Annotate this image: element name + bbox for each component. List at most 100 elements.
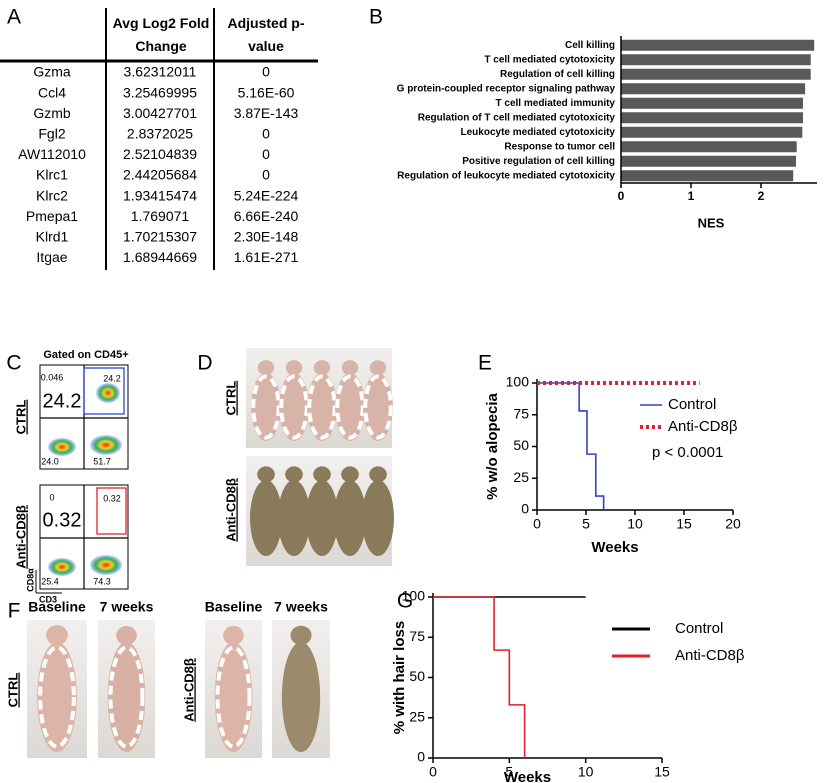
table-cell: 2.52104839: [123, 146, 197, 162]
group-label: CTRL: [5, 673, 20, 708]
category-label: Regulation of cell killing: [500, 69, 615, 80]
gate: [96, 487, 127, 535]
panel-label: C: [6, 352, 21, 375]
quadrant-value: 51.7: [93, 456, 111, 466]
x-tick-label: 0: [618, 189, 625, 203]
table-cell: Ccl4: [38, 84, 66, 100]
table-cell: Gzmb: [33, 105, 71, 121]
quadrant-value: 74.3: [93, 576, 111, 586]
table-cell: 3.25469995: [123, 84, 197, 100]
mouse-head: [285, 360, 303, 376]
bar: [621, 141, 797, 153]
alopecia-outline: [363, 374, 393, 440]
panel-label: F: [8, 600, 21, 623]
mouse-head: [223, 626, 244, 645]
mouse-body: [334, 480, 366, 556]
table-cell: 5.16E-60: [238, 84, 295, 100]
density: [90, 555, 122, 575]
mouse-body: [307, 373, 337, 441]
alopecia-outline: [307, 374, 337, 440]
x-tick-label: 15: [654, 764, 670, 780]
quadrant-value: 25.4: [41, 576, 59, 586]
category-label: Regulation of T cell mediated cytotoxici…: [418, 112, 616, 123]
mouse-body: [37, 642, 77, 752]
panel-label: E: [478, 352, 492, 375]
legend-label: Anti-CD8β: [675, 647, 745, 664]
y-tick-label: 25: [409, 708, 425, 724]
legend-label: Control: [675, 620, 723, 637]
table-cell: Fgl2: [38, 126, 65, 142]
y-tick-label: 100: [506, 374, 530, 390]
y-tick-label: 75: [513, 405, 529, 421]
bar: [621, 155, 796, 167]
axis-label: CD8α: [25, 568, 35, 592]
table-cell: 1.61E-271: [234, 249, 299, 265]
timepoint-label: 7 weeks: [274, 599, 328, 615]
mouse-head: [313, 360, 331, 376]
mouse-head: [369, 360, 387, 376]
bar: [621, 54, 811, 66]
alopecia-outline: [38, 645, 76, 749]
mouse-body: [107, 642, 146, 752]
mouse-body: [363, 373, 393, 441]
y-tick-label: 50: [409, 668, 425, 684]
table-cell: 0: [262, 146, 270, 162]
bar: [621, 68, 811, 80]
table-cell: 2.30E-148: [234, 229, 299, 245]
mouse-head: [313, 466, 331, 483]
table-cell: 0: [262, 167, 270, 183]
group-label: CTRL: [223, 381, 238, 416]
x-tick-label: 10: [627, 516, 643, 532]
y-tick-label: 0: [521, 501, 529, 517]
table-cell: 2.8372025: [127, 126, 193, 142]
category-label: T cell mediated cytotoxicity: [484, 54, 615, 65]
quadrant-value: 0.046: [41, 372, 64, 382]
table-cell: 0: [262, 64, 270, 80]
mouse-head: [257, 466, 275, 483]
x-tick-label: 15: [676, 516, 692, 532]
axis-title: % with hair loss: [391, 621, 408, 734]
mouse-body: [281, 642, 321, 752]
legend-label: Control: [668, 396, 716, 413]
x-tick-label: 5: [505, 764, 513, 780]
mouse-body: [214, 642, 253, 752]
mouse-body: [250, 480, 282, 556]
category-label: Regulation of leukocyte mediated cytotox…: [397, 170, 615, 181]
table-cell: 6.66E-240: [234, 208, 299, 224]
table-header: Adjusted p-value: [227, 15, 305, 54]
table-cell: Klrd1: [36, 229, 69, 245]
alopecia-outline: [279, 374, 309, 440]
mouse-body: [335, 373, 365, 441]
axis-title: Weeks: [591, 539, 638, 556]
y-tick-label: 75: [409, 628, 425, 644]
table-cell: Klrc2: [36, 187, 68, 203]
mouse-head: [285, 466, 303, 483]
table-cell: 1.769071: [131, 208, 190, 224]
category-label: Cell killing: [565, 40, 615, 51]
x-tick-label: 0: [533, 516, 541, 532]
mouse-head: [257, 360, 275, 376]
table-cell: 3.00427701: [123, 105, 197, 121]
alopecia-outline: [335, 374, 365, 440]
legend-label: Anti-CD8β: [668, 418, 738, 435]
bar: [621, 97, 803, 109]
x-tick-label: 10: [578, 764, 594, 780]
table-cell: Klrc1: [36, 167, 68, 183]
axis-arrow: [35, 570, 62, 594]
table-cell: AW112010: [18, 146, 86, 162]
table-cell: 3.62312011: [124, 64, 197, 80]
mouse-body: [362, 480, 394, 556]
alopecia-outline: [215, 645, 252, 749]
group-label: CTRL: [13, 400, 28, 435]
panel-label: B: [369, 6, 383, 29]
density: [48, 438, 76, 456]
mouse-body: [279, 373, 309, 441]
category-label: T cell mediated immunity: [496, 98, 616, 109]
mouse-head: [369, 466, 387, 483]
mouse-head: [341, 360, 359, 376]
alopecia-outline: [251, 374, 281, 440]
bar: [621, 39, 815, 51]
panel-label: A: [7, 6, 21, 29]
bar: [621, 170, 794, 182]
group-label: Anti-CD8β: [223, 478, 238, 542]
